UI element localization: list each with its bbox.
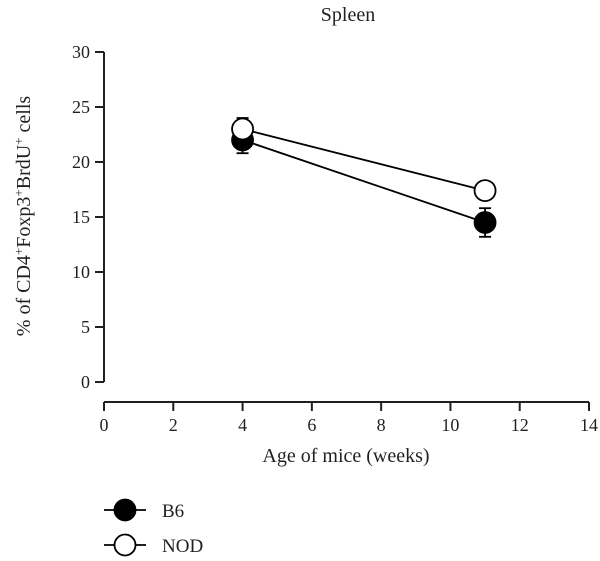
series-line-b6	[242, 139, 486, 224]
point-nod	[231, 117, 254, 141]
legend-item-nod: NOD	[104, 533, 203, 557]
y-tick-label: 25	[72, 97, 90, 117]
plot-area	[231, 117, 497, 238]
point-nod	[473, 179, 497, 203]
y-tick-label: 10	[72, 262, 90, 282]
x-tick-label: 0	[100, 415, 109, 435]
legend-label-nod: NOD	[162, 536, 203, 557]
legend-label-b6: B6	[162, 501, 184, 522]
point-b6	[473, 211, 497, 234]
x-axis-title: Age of mice (weeks)	[262, 445, 429, 467]
x-tick-label: 14	[580, 415, 598, 435]
legend-marker-nod	[113, 533, 137, 557]
y-title-part-2: Foxp3	[13, 197, 35, 248]
x-tick-label: 2	[169, 415, 178, 435]
y-title-sup-3: +	[11, 137, 26, 144]
y-axis: 0 5 10 15 20 25 30	[72, 42, 105, 392]
y-tick-label: 0	[81, 372, 90, 392]
y-title-part-3: BrdU	[13, 144, 35, 189]
x-tick-label: 10	[441, 415, 459, 435]
legend: B6 NOD	[104, 498, 203, 557]
x-tick-label: 12	[511, 415, 529, 435]
series-b6	[231, 125, 497, 238]
x-tick-label: 6	[307, 415, 316, 435]
legend-item-b6: B6	[104, 498, 184, 522]
y-title-part-4: cells	[13, 96, 35, 138]
y-tick-label: 30	[72, 42, 90, 62]
y-tick-label: 5	[81, 317, 90, 337]
y-tick-label: 20	[72, 152, 90, 172]
y-title-sup-1: +	[11, 248, 26, 255]
x-axis: 0 2 4 6 8 10 12 14	[100, 401, 598, 435]
x-tick-label: 4	[238, 415, 247, 435]
y-tick-label: 15	[72, 207, 90, 227]
y-axis-title: % of CD4+Foxp3+BrdU+ cells	[11, 96, 36, 337]
y-title-part-1: % of CD4	[13, 255, 35, 336]
y-title-sup-2: +	[11, 189, 26, 196]
chart-title: Spleen	[321, 4, 375, 26]
x-tick-label: 8	[377, 415, 386, 435]
series-nod	[231, 117, 497, 203]
legend-marker-b6	[113, 498, 137, 522]
series-line-nod	[242, 128, 486, 192]
